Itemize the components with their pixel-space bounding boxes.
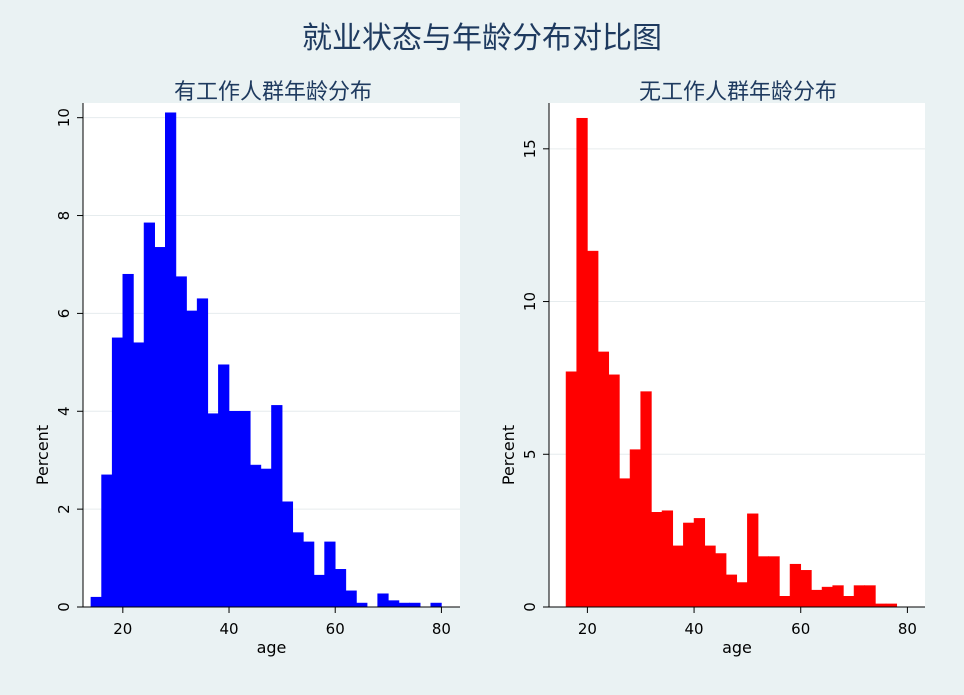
histogram-bar (843, 596, 855, 608)
x-tick-label: 40 (685, 620, 704, 638)
histogram-bar (122, 273, 134, 608)
histogram-bar (143, 222, 155, 608)
x-tick-label: 20 (578, 620, 597, 638)
histogram-bar (303, 541, 315, 608)
histogram-bar (661, 510, 674, 608)
x-tick-label: 80 (898, 620, 917, 638)
panel-employed: 有工作人群年龄分布 0 2 4 6 8 10 20 40 60 80 age Percent (33, 80, 460, 657)
histogram-bar (111, 337, 124, 608)
histogram-bar (398, 602, 410, 608)
y-tick-label: 4 (55, 406, 73, 416)
histogram-bar (619, 478, 631, 608)
histogram-bar (597, 351, 610, 608)
x-tick-label: 20 (113, 620, 132, 638)
histogram-bar (175, 276, 187, 608)
histogram-bar (725, 574, 738, 608)
y-tick-label: 15 (521, 139, 539, 158)
panel-unemployed: 无工作人群年龄分布 0 5 10 15 20 40 60 80 age Percent (499, 80, 925, 657)
histogram-bar (587, 250, 599, 608)
histogram-bar (693, 518, 706, 608)
histogram-bar (853, 585, 866, 608)
histogram-bar (409, 602, 421, 608)
histogram-bar (186, 310, 198, 608)
histogram-bar (779, 596, 791, 608)
histogram-bar (345, 590, 357, 608)
y-tick-label: 6 (55, 309, 73, 319)
histogram-bar (196, 298, 209, 608)
x-tick-label: 80 (432, 620, 451, 638)
histogram-bar (165, 112, 177, 608)
histogram-bar (324, 541, 336, 608)
histogram-bar (292, 532, 304, 608)
y-tick-label: 5 (521, 449, 539, 459)
histogram-bar (651, 512, 663, 608)
x-axis-label: age (722, 638, 752, 657)
y-tick-label: 0 (55, 602, 73, 612)
histogram-bar (430, 602, 442, 608)
histogram-bar (313, 574, 325, 608)
histogram-bar (768, 556, 780, 608)
axes: 0 2 4 6 8 10 20 40 60 80 (55, 103, 460, 638)
histogram-bar (228, 410, 240, 608)
y-tick-label: 8 (55, 211, 73, 221)
y-axis-label: Percent (33, 425, 52, 485)
histogram-bar (747, 513, 759, 608)
y-tick-label: 10 (521, 292, 539, 311)
histogram-bar (90, 596, 102, 608)
histogram-bar (154, 247, 166, 608)
x-axis-label: age (257, 638, 287, 657)
axes: 0 5 10 15 20 40 60 80 (521, 103, 925, 638)
histogram-bar (704, 545, 716, 608)
histogram-bars (90, 112, 442, 608)
histogram-bar (218, 364, 230, 608)
histogram-bar (133, 342, 145, 608)
histogram-bar (789, 563, 802, 608)
x-tick-label: 40 (219, 620, 238, 638)
y-tick-label: 10 (55, 108, 73, 127)
histogram-bar (811, 589, 823, 608)
histogram-bar (683, 522, 695, 608)
histogram-bar (800, 570, 812, 608)
y-tick-label: 2 (55, 504, 73, 514)
histogram-bar (576, 117, 588, 608)
x-tick-label: 60 (791, 620, 810, 638)
histogram-bar (672, 545, 684, 608)
figure-title: 就业状态与年龄分布对比图 (302, 21, 662, 56)
histogram-bar (260, 468, 272, 608)
histogram-bar (388, 600, 400, 608)
histogram-bar (239, 410, 251, 608)
histogram-bar (271, 405, 283, 608)
y-tick-label: 0 (521, 602, 539, 612)
histogram-bar (832, 585, 844, 608)
histogram-bar (821, 586, 834, 608)
histogram-bar (640, 391, 652, 608)
histogram-bar (334, 569, 347, 608)
histogram-bar (249, 464, 262, 608)
y-axis-label: Percent (499, 425, 518, 485)
histogram-bar (608, 374, 620, 608)
histogram-bar (736, 582, 748, 608)
x-tick-label: 60 (326, 620, 345, 638)
histogram-bars (565, 117, 898, 608)
histogram-bar (565, 371, 578, 608)
histogram-bar (757, 556, 770, 608)
histogram-bar (281, 501, 294, 608)
panel-title: 有工作人群年龄分布 (174, 80, 372, 105)
histogram-bar (629, 449, 642, 608)
histogram-bar (101, 474, 113, 608)
panel-title: 无工作人群年龄分布 (639, 80, 837, 105)
histogram-bar (207, 413, 219, 608)
histogram-bar (356, 602, 368, 608)
histogram-bar (715, 553, 727, 608)
histogram-bar (377, 593, 389, 608)
histogram-bar (864, 585, 876, 608)
